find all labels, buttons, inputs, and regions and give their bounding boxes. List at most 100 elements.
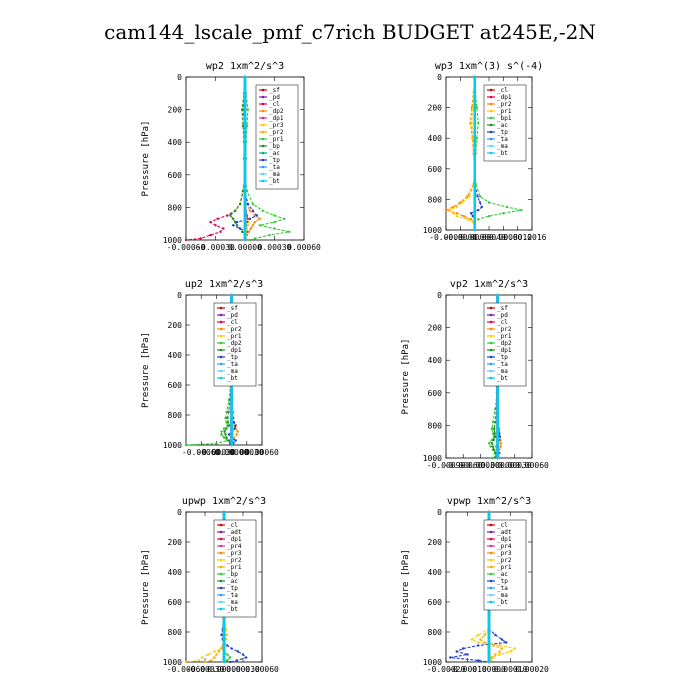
legend-marker (219, 565, 223, 569)
data-point (477, 641, 480, 644)
y-tick-label: 400 (168, 351, 183, 360)
data-point (236, 430, 239, 433)
x-tick-label: -0.00060 (182, 448, 221, 457)
data-point (230, 427, 233, 430)
data-point (496, 445, 499, 448)
data-point (222, 436, 226, 439)
x-tick-label: 0.0012 (503, 233, 532, 242)
data-point (490, 427, 494, 430)
legend-marker (489, 334, 493, 338)
data-point (498, 435, 502, 438)
data-point (222, 638, 226, 641)
data-point (245, 124, 249, 128)
data-point (489, 656, 493, 659)
x-tick-label: 0.00000 (207, 665, 241, 674)
y-tick-label: 800 (168, 203, 183, 212)
data-point (496, 391, 499, 394)
panels: wp2 1xm^2/s^3 Pressure [hPa] 0 200 400 600 800… (141, 61, 549, 674)
y-tick-label: 0 (177, 508, 182, 517)
data-point (500, 638, 504, 641)
legend-label: _sf (269, 87, 280, 94)
data-point (496, 427, 499, 430)
data-point (261, 209, 264, 212)
x-tick-label: 0.0000 (460, 233, 489, 242)
data-point (225, 427, 228, 430)
legend-marker (489, 151, 493, 155)
y-tick-label: 200 (428, 104, 443, 113)
data-point (473, 201, 476, 204)
data-point (444, 208, 448, 212)
x-tick-label: -0.00030 (461, 461, 500, 470)
data-point (473, 218, 476, 221)
data-point (222, 650, 226, 653)
legend-marker (219, 341, 223, 345)
legend-label: _bt (269, 178, 280, 185)
data-point (466, 218, 469, 221)
data-point (234, 439, 237, 442)
data-point (253, 214, 256, 217)
legend-label: _ac (497, 122, 508, 129)
data-point (215, 653, 218, 656)
legend-marker (219, 530, 223, 534)
data-point (496, 432, 499, 435)
data-point (232, 224, 235, 227)
legend-marker (219, 586, 223, 590)
data-point (222, 656, 226, 659)
legend-label: _ac (269, 150, 280, 157)
data-point (222, 644, 226, 647)
x-tick-label: -0.00030 (196, 243, 235, 252)
data-point (473, 106, 476, 109)
data-point (253, 220, 256, 224)
y-tick-label: 1000 (423, 658, 442, 667)
data-point (230, 421, 233, 424)
data-point (245, 189, 249, 193)
legend-label: _ma (497, 368, 508, 375)
data-point (258, 224, 261, 227)
data-point (487, 627, 491, 631)
legend-label: _pr2 (497, 326, 512, 333)
data-point (473, 228, 476, 232)
data-point (222, 641, 226, 644)
y-axis-label: Pressure [hPa] (401, 549, 411, 625)
legend-label: _pr2 (269, 129, 284, 136)
y-tick-label: 400 (428, 356, 443, 365)
y-tick-label: 200 (168, 321, 183, 330)
legend-marker (219, 544, 223, 548)
legend-label: _ma (227, 599, 238, 606)
legend-label: _cl (269, 101, 280, 108)
legend-marker (219, 593, 223, 597)
legend-marker (489, 558, 493, 562)
y-tick-label: 400 (168, 138, 183, 147)
data-point (251, 202, 255, 206)
data-point (471, 106, 475, 109)
y-tick-label: 1000 (423, 454, 442, 463)
y-tick-label: 0 (177, 73, 182, 82)
y-tick-label: 800 (168, 411, 183, 420)
legend-marker (489, 586, 493, 590)
x-tick-label: 0.00000 (215, 448, 249, 457)
data-point (243, 227, 247, 230)
legend-label: _ma (269, 171, 280, 178)
data-point (222, 660, 226, 664)
data-point (487, 641, 491, 644)
y-tick-label: 0 (437, 73, 442, 82)
legend-marker (219, 376, 223, 380)
data-point (251, 209, 255, 212)
legend-label: _dp1 (227, 347, 242, 354)
data-point (473, 195, 476, 198)
data-point (487, 201, 491, 204)
legend-label: _pr3 (497, 550, 512, 557)
data-point (230, 410, 233, 414)
data-point (487, 215, 491, 218)
data-point (496, 438, 499, 442)
data-point (246, 217, 250, 220)
legend-marker (261, 179, 265, 183)
data-point (483, 641, 486, 644)
legend-marker (261, 95, 265, 99)
data-point (243, 217, 247, 220)
legend-label: _pr3 (227, 550, 242, 557)
legend-label: _sf (227, 305, 238, 312)
legend-marker (219, 355, 223, 359)
data-point (236, 650, 240, 653)
data-point (468, 195, 471, 198)
